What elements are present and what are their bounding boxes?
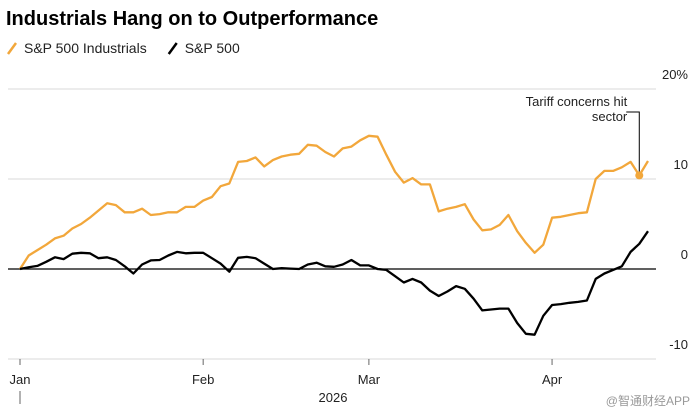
x-tick-label: Jan	[10, 372, 31, 387]
annotation-text: sector	[592, 109, 628, 124]
annotation-text: Tariff concerns hit	[526, 94, 628, 109]
series-line	[19, 134, 649, 270]
y-tick-label: 20%	[662, 67, 688, 82]
annotation-dot	[635, 171, 644, 180]
x-axis-label: 2026	[319, 390, 348, 405]
y-tick-label: 0	[681, 247, 688, 262]
watermark: @智通财经APP	[606, 393, 690, 408]
series-line	[19, 230, 649, 336]
y-tick-label: -10	[669, 337, 688, 352]
y-tick-label: 10	[674, 157, 688, 172]
x-tick-label: Apr	[542, 372, 563, 387]
x-tick-label: Mar	[358, 372, 381, 387]
legend-swatch	[6, 42, 18, 55]
legend-swatch	[167, 42, 178, 55]
chart-title: Industrials Hang on to Outperformance	[6, 8, 378, 30]
x-tick-label: Feb	[192, 372, 214, 387]
annotation-leader	[626, 111, 640, 176]
legend-label: S&P 500 Industrials	[24, 40, 147, 56]
legend-label: S&P 500	[185, 40, 240, 56]
